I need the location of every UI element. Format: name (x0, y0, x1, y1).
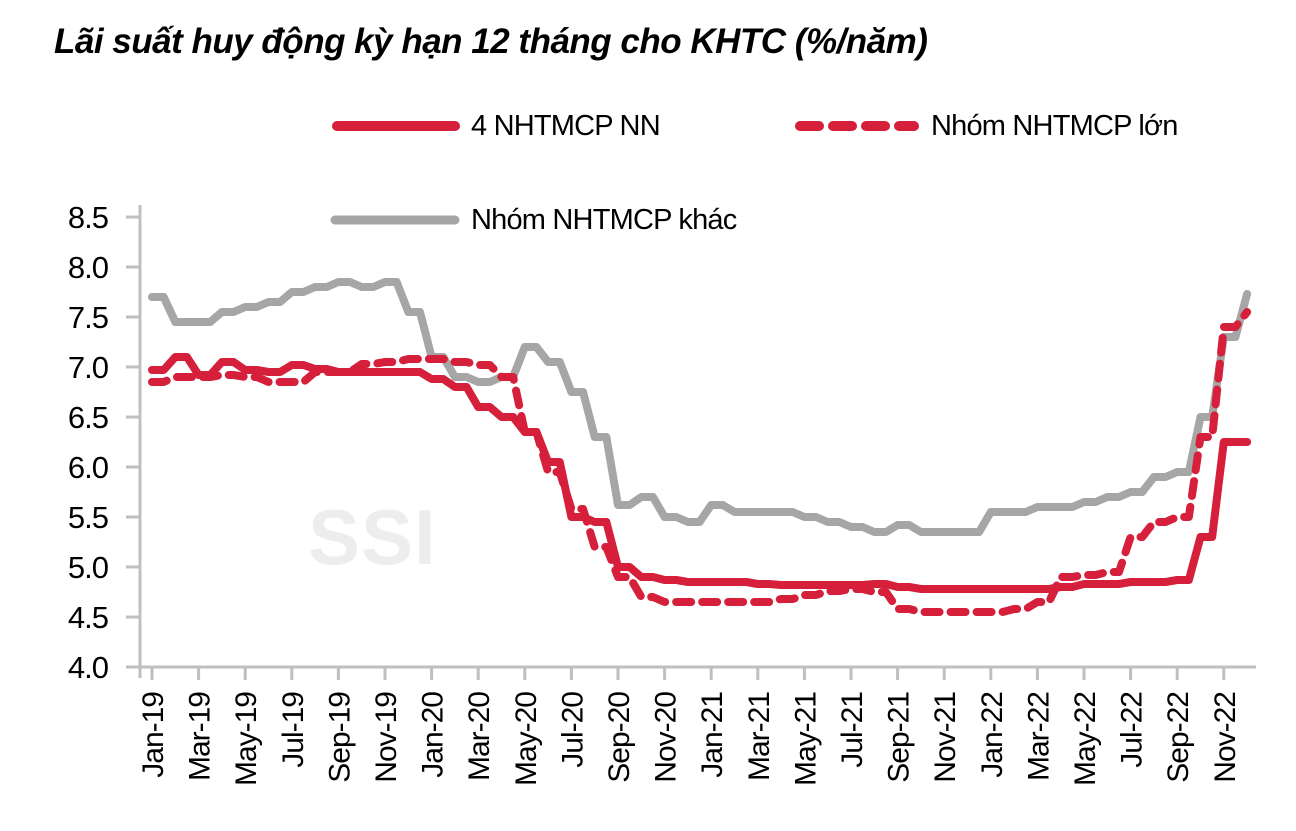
y-tick-label: 7.0 (68, 350, 109, 385)
x-tick-label: Jan-21 (696, 692, 729, 778)
watermark-ssi: SSI (308, 493, 437, 581)
series-4-nhtmcp-nn (148, 353, 1252, 593)
x-tick-label: Mar-22 (1022, 692, 1055, 781)
legend-label-nhom-nhtmcp-khac: Nhóm NHTMCP khác (471, 203, 737, 236)
x-tick-label: May-19 (230, 692, 263, 786)
x-tick-label: Sep-20 (603, 692, 636, 783)
x-tick-label: Jan-22 (976, 692, 1009, 778)
x-tick-label: Sep-19 (323, 692, 356, 783)
y-tick-label: 5.0 (68, 550, 109, 585)
y-axis-ticks: 4.0 4.5 5.0 5.5 6.0 6.5 7.0 7.5 8.0 8.5 (68, 200, 140, 685)
x-tick-label: Nov-20 (650, 692, 683, 783)
y-tick-label: 5.5 (68, 500, 108, 535)
x-tick-label: May-22 (1069, 692, 1102, 786)
x-tick-label: Jul-20 (556, 692, 589, 768)
x-tick-label: May-21 (789, 692, 822, 786)
legend-swatch-solid-gray-icon (330, 215, 460, 225)
x-tick-label: Mar-20 (463, 692, 496, 781)
series-nh-m-nhtmcp-l-n (148, 308, 1252, 616)
y-tick-label: 7.5 (68, 300, 108, 335)
legend-label-nhom-nhtmcp-lon: Nhóm NHTMCP lớn (931, 109, 1178, 142)
x-tick-label: Sep-21 (883, 692, 916, 783)
legend-swatch-dashed-red-icon (795, 121, 919, 131)
x-tick-label: Jan-20 (417, 692, 450, 778)
y-tick-label: 6.5 (68, 400, 108, 435)
x-axis-ticks: Jan-19 Mar-19 May-19 Jul-19 Sep-19 Nov-19 Jan-… (137, 667, 1242, 786)
x-tick-label: Jul-19 (277, 692, 310, 768)
x-tick-label: Jul-22 (1116, 692, 1149, 768)
chart-title: Lãi suất huy động kỳ hạn 12 tháng cho KH… (54, 22, 928, 61)
legend-item-nhom-nhtmcp-khac: Nhóm NHTMCP khác (330, 203, 737, 236)
x-tick-label: May-20 (510, 692, 543, 786)
x-tick-label: Sep-22 (1162, 692, 1195, 783)
legend-item-4-nhtmcp-nn: 4 NHTMCP NN (332, 109, 661, 142)
x-tick-label: Mar-19 (184, 692, 217, 781)
x-tick-label: Nov-21 (929, 692, 962, 783)
y-tick-label: 4.5 (68, 600, 108, 635)
y-tick-label: 6.0 (68, 450, 109, 485)
x-tick-label: Nov-22 (1209, 692, 1242, 783)
x-tick-label: Jul-21 (836, 692, 869, 768)
x-tick-label: Nov-19 (370, 692, 403, 783)
x-tick-label: Mar-21 (743, 692, 776, 781)
legend-label-4-nhtmcp-nn: 4 NHTMCP NN (471, 109, 661, 142)
axes (133, 205, 1256, 678)
legend-swatch-solid-red-icon (332, 121, 460, 131)
y-tick-label: 8.5 (68, 200, 108, 235)
y-tick-label: 4.0 (68, 650, 109, 685)
legend-item-nhom-nhtmcp-lon: Nhóm NHTMCP lớn (794, 109, 1178, 142)
series-nh-m-nhtmcp-kh-c (148, 278, 1252, 536)
x-tick-label: Jan-19 (137, 692, 170, 778)
y-tick-label: 8.0 (68, 250, 109, 285)
